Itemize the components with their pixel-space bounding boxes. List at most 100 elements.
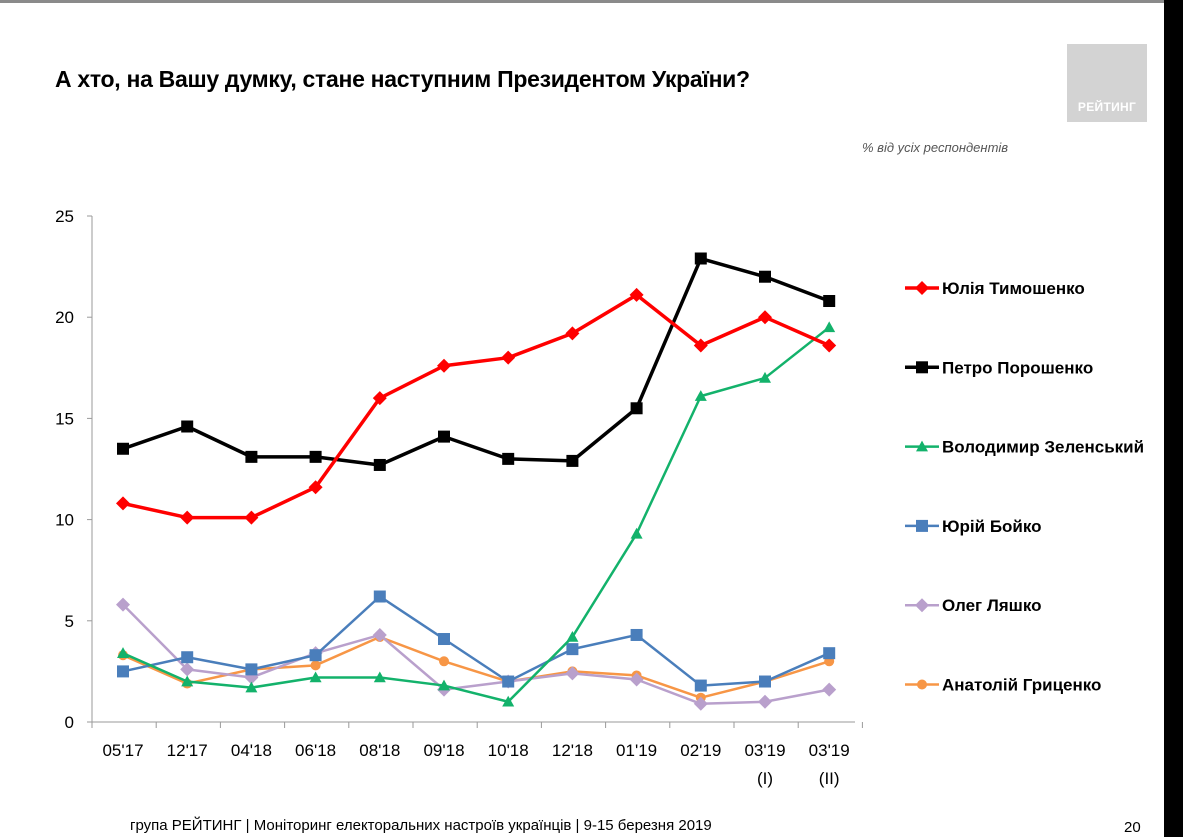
- x-tick-label: 04'18: [231, 741, 272, 760]
- data-point: [694, 252, 707, 265]
- x-tick-label: 06'18: [295, 741, 336, 760]
- x-tick-label: 08'18: [359, 741, 400, 760]
- data-point: [630, 402, 643, 415]
- data-point: [245, 681, 258, 693]
- data-point: [308, 480, 323, 495]
- data-point: [694, 679, 707, 692]
- data-point: [759, 371, 771, 383]
- y-tick-label: 0: [65, 713, 74, 732]
- legend-marker: [915, 598, 929, 613]
- data-point: [180, 662, 195, 677]
- x-tick-label: 02'19: [680, 741, 721, 760]
- data-point: [566, 454, 579, 467]
- legend-label: Анатолій Гриценко: [942, 676, 1101, 695]
- data-point: [181, 420, 194, 433]
- y-tick-label: 25: [55, 207, 74, 226]
- data-point: [501, 350, 516, 365]
- rating-logo: РЕЙТИНГ: [1067, 44, 1147, 122]
- data-point: [373, 458, 386, 471]
- legend-marker: [916, 519, 928, 532]
- x-tick-label: 09'18: [423, 741, 464, 760]
- data-point: [438, 679, 450, 691]
- data-point: [823, 647, 836, 660]
- y-tick-label: 5: [65, 612, 74, 631]
- data-point: [566, 630, 579, 642]
- data-point: [630, 527, 643, 539]
- data-point: [823, 295, 836, 308]
- x-tick-sublabel: (II): [819, 769, 840, 788]
- legend-marker: [916, 361, 928, 374]
- data-point: [373, 671, 386, 683]
- data-point: [372, 391, 387, 406]
- data-point: [629, 287, 644, 302]
- data-point: [309, 649, 322, 662]
- series-line: [122, 635, 830, 699]
- x-tick-label: 03'19: [744, 741, 785, 760]
- x-tick-sublabel: (I): [757, 769, 773, 788]
- data-point: [181, 675, 194, 687]
- data-point: [117, 665, 129, 678]
- x-tick-label: 12'18: [552, 741, 593, 760]
- x-tick-label: 03'19: [809, 741, 850, 760]
- legend-marker: [915, 281, 929, 295]
- y-tick-label: 20: [55, 308, 74, 327]
- series-line: [122, 595, 830, 687]
- legend-label: Олег Ляшко: [942, 596, 1042, 615]
- data-point: [565, 326, 580, 341]
- data-point: [181, 651, 194, 664]
- data-point: [629, 672, 644, 687]
- data-point: [502, 675, 515, 688]
- data-point: [693, 338, 708, 353]
- data-point: [117, 442, 129, 455]
- x-tick-label: 01'19: [616, 741, 657, 760]
- slide-title: А хто, на Вашу думку, стане наступним Пр…: [55, 66, 750, 92]
- data-point: [244, 510, 259, 525]
- data-point: [694, 390, 707, 401]
- series-line: [122, 293, 830, 520]
- data-point: [758, 694, 772, 709]
- data-point: [437, 358, 451, 373]
- data-point: [116, 597, 130, 612]
- chart-subtitle: % від усіх респондентів: [862, 140, 1009, 155]
- data-point: [822, 682, 837, 697]
- data-point: [630, 628, 643, 641]
- data-point: [823, 321, 836, 333]
- footer-text: група РЕЙТИНГ | Моніторинг електоральних…: [130, 817, 712, 834]
- data-point: [309, 671, 322, 683]
- data-point: [822, 338, 837, 353]
- logo-text: РЕЙТИНГ: [1077, 100, 1137, 114]
- legend-marker: [917, 679, 927, 690]
- data-point: [759, 675, 771, 688]
- data-point: [758, 310, 772, 325]
- series-line: [122, 603, 830, 706]
- top-border: [0, 0, 1164, 3]
- legend-marker: [916, 440, 928, 452]
- series-line: [122, 256, 830, 467]
- series-line: [122, 326, 830, 704]
- data-point: [245, 450, 258, 463]
- data-point: [116, 496, 130, 511]
- data-point: [245, 663, 258, 676]
- x-tick-label: 10'18: [488, 741, 529, 760]
- legend-label: Петро Порошенко: [942, 358, 1093, 377]
- data-point: [309, 450, 322, 463]
- data-point: [759, 270, 771, 283]
- x-tick-label: 05'17: [102, 741, 143, 760]
- y-tick-label: 15: [55, 409, 74, 428]
- page-number: 20: [1124, 819, 1141, 836]
- data-point: [373, 590, 386, 603]
- right-border: [1164, 0, 1183, 837]
- data-point: [439, 656, 449, 667]
- data-point: [566, 643, 579, 656]
- data-point: [502, 695, 515, 707]
- data-point: [310, 660, 321, 671]
- data-point: [502, 452, 515, 465]
- data-point: [565, 666, 580, 681]
- data-point: [117, 647, 129, 658]
- y-tick-label: 10: [55, 511, 74, 530]
- data-point: [438, 430, 450, 443]
- legend-label: Юлія Тимошенко: [942, 279, 1085, 298]
- data-point: [438, 633, 450, 646]
